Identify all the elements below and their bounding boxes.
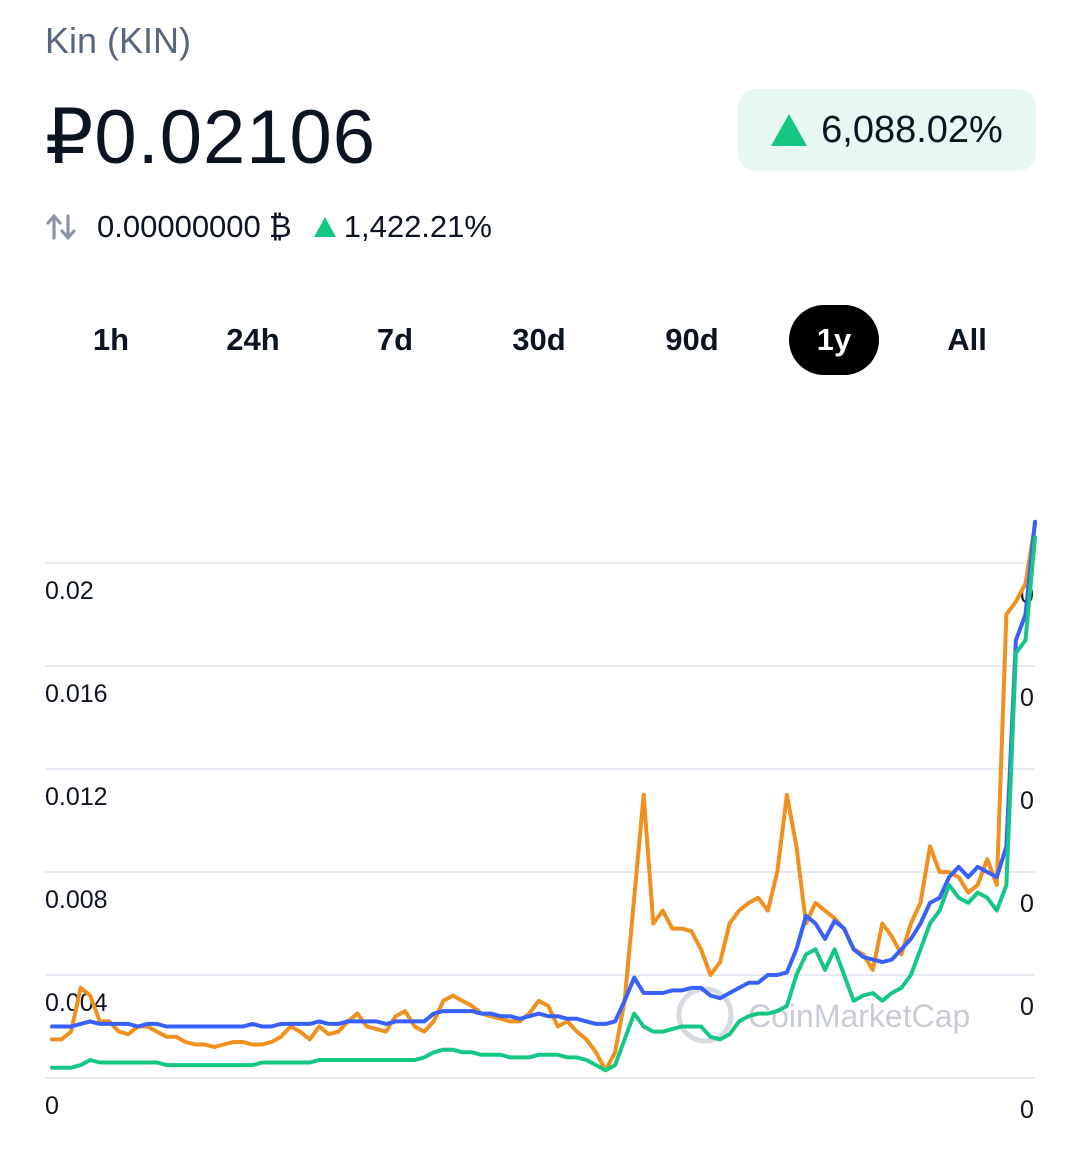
change-percent: 6,088.02% bbox=[821, 108, 1003, 151]
btc-price: 0.00000000 bbox=[97, 209, 261, 244]
swap-vertical-icon[interactable] bbox=[45, 211, 77, 243]
tab-1y[interactable]: 1y bbox=[789, 305, 879, 375]
change-badge: 6,088.02% bbox=[738, 89, 1036, 171]
y-tick-label-right: 0 bbox=[1020, 684, 1034, 712]
series-line-2 bbox=[50, 535, 1037, 1073]
coinmarketcap-watermark: CoinMarketCap bbox=[676, 986, 970, 1044]
triangle-up-icon bbox=[771, 114, 808, 146]
y-tick-label-right: 0 bbox=[1020, 993, 1034, 1021]
coin-name: Kin (KIN) bbox=[45, 20, 192, 61]
tab-24h[interactable]: 24h bbox=[226, 322, 280, 357]
tab-7d[interactable]: 7d bbox=[376, 322, 414, 357]
btc-change-percent: 1,422.21% bbox=[343, 209, 492, 244]
tab-30d[interactable]: 30d bbox=[512, 322, 566, 357]
y-tick-label-left: 0 bbox=[45, 1092, 59, 1120]
y-tick-label-right: 0 bbox=[1020, 1096, 1034, 1124]
price-chart[interactable]: 0 00.004 00.008 00.012 00.016 00.02 0CoinMarke… bbox=[0, 500, 1080, 1150]
tab-all[interactable]: All bbox=[947, 322, 987, 357]
y-tick-label-left: 0.008 bbox=[45, 886, 108, 914]
tab-90d[interactable]: 90d bbox=[665, 322, 719, 357]
btc-price-row: 0.00000000 ₿ 1,422.21% bbox=[45, 203, 492, 251]
watermark-text: CoinMarketCap bbox=[748, 998, 970, 1034]
y-tick-label-left: 0.016 bbox=[45, 680, 108, 708]
btc-symbol: ₿ bbox=[268, 209, 292, 244]
tab-1h[interactable]: 1h bbox=[92, 322, 130, 357]
price: ₽0.02106 bbox=[45, 95, 377, 180]
timeframe-tabs: 1h 24h 7d 30d 90d 1y All bbox=[0, 305, 1080, 375]
series-line-1 bbox=[50, 519, 1037, 1029]
y-tick-label-left: 0.012 bbox=[45, 783, 108, 811]
series-line-0 bbox=[50, 522, 1037, 1073]
y-tick-label-right: 0 bbox=[1020, 890, 1034, 918]
triangle-up-icon bbox=[313, 217, 336, 237]
y-tick-label-right: 0 bbox=[1020, 787, 1034, 815]
y-tick-label-left: 0.02 bbox=[45, 577, 94, 605]
